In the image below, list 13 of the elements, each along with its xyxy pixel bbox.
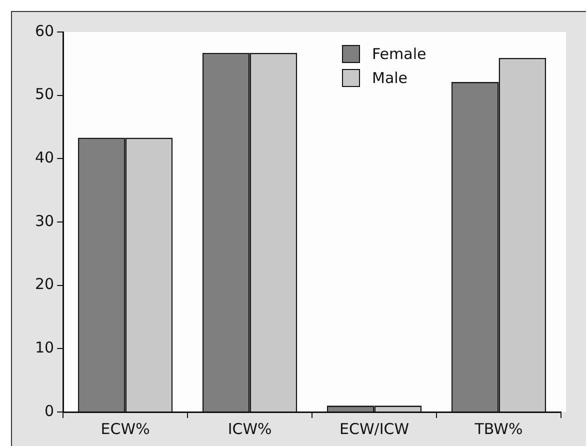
y-tick-label: 60 [34, 22, 54, 40]
y-tick-label: 10 [34, 338, 54, 357]
legend-label: Male [372, 69, 408, 87]
y-tick-label: 20 [34, 275, 54, 294]
x-tick-label: ICW% [228, 420, 272, 438]
y-tick-label: 40 [34, 148, 54, 167]
x-tick-label: TBW% [474, 420, 523, 438]
y-tick-label: 50 [34, 85, 54, 104]
x-tick-label: ECW% [100, 420, 150, 438]
y-tick-label: 0 [44, 402, 54, 420]
y-tick-label: 30 [34, 212, 54, 230]
x-tick-label: ECW/ICW [339, 420, 410, 438]
legend-label: Female [372, 45, 426, 63]
